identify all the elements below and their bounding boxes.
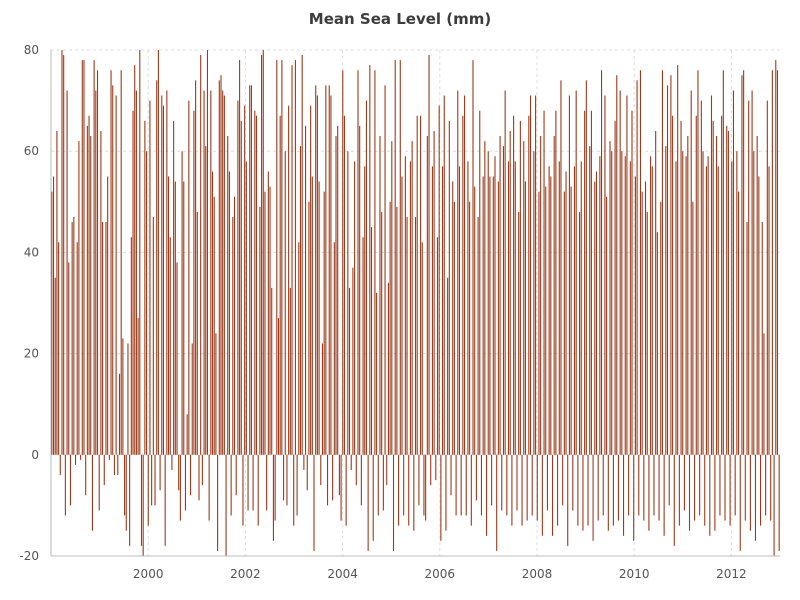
y-tick-label: 20 <box>24 347 39 361</box>
y-tick-label: 0 <box>31 448 39 462</box>
x-tick-label: 2010 <box>619 567 650 581</box>
x-tick-label: 2002 <box>230 567 261 581</box>
chart-title: Mean Sea Level (mm) <box>308 10 492 28</box>
y-tick-label: -20 <box>19 549 39 563</box>
x-tick-label: 2008 <box>522 567 553 581</box>
x-tick-label: 2012 <box>716 567 747 581</box>
x-tick-label: 2006 <box>425 567 456 581</box>
y-tick-label: 60 <box>24 144 39 158</box>
y-tick-label: 80 <box>24 43 39 57</box>
x-tick-label: 2000 <box>133 567 164 581</box>
x-tick-label: 2004 <box>327 567 358 581</box>
y-tick-label: 40 <box>24 245 39 259</box>
